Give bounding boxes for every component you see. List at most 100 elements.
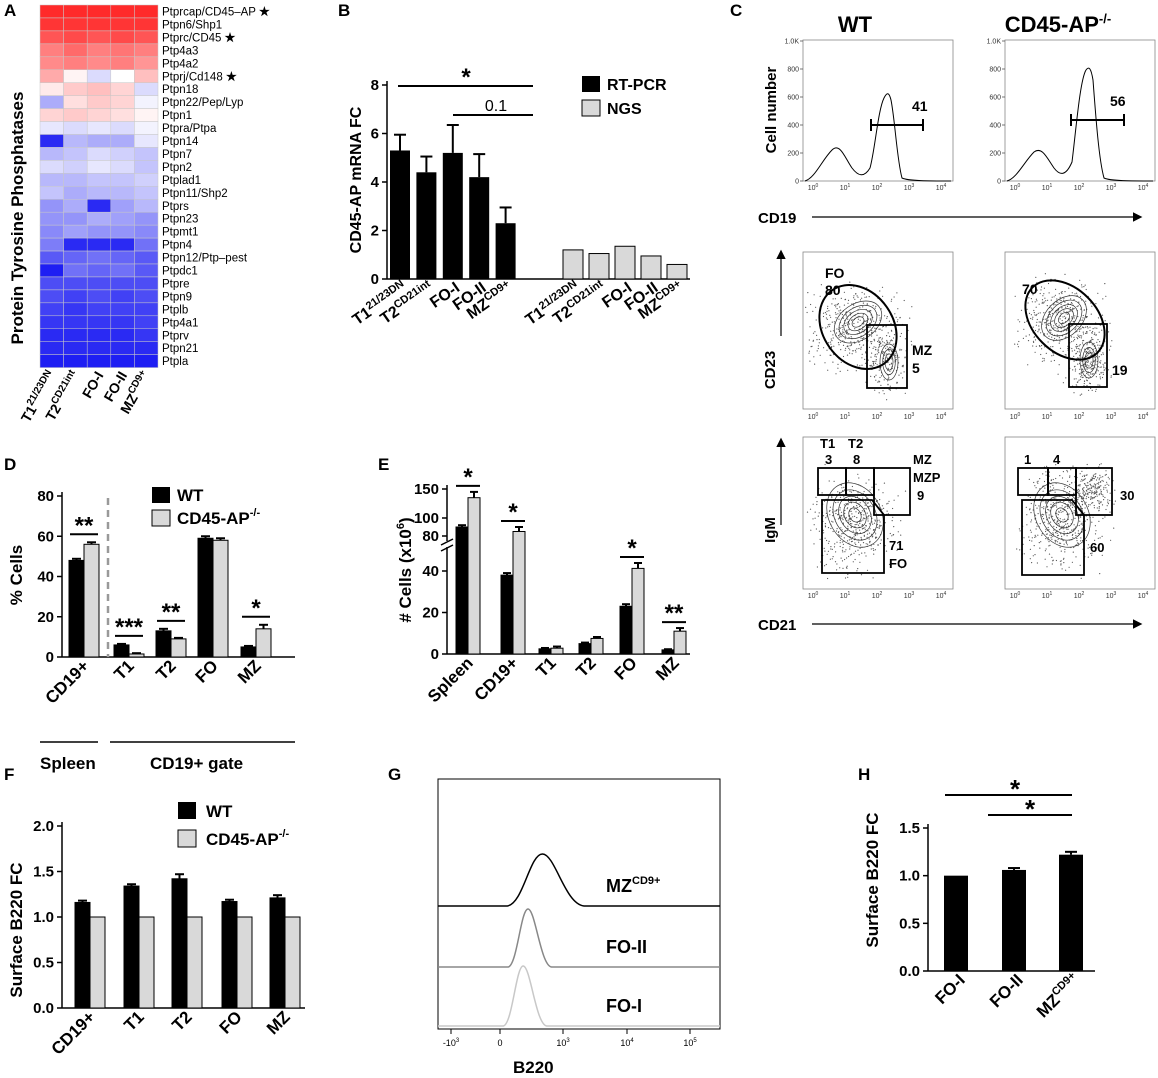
flow-event-dot [1055, 304, 1057, 306]
flow-event-dot [1053, 487, 1055, 489]
flow-event-dot [867, 518, 869, 520]
flow-event-dot [1077, 316, 1079, 318]
flow-event-dot [1059, 347, 1062, 349]
flow-event-dot [1071, 504, 1073, 506]
flow-event-dot [1106, 481, 1108, 483]
flow-event-dot [1032, 294, 1034, 296]
flow-event-dot [839, 567, 841, 569]
flow-event-dot [1032, 345, 1034, 347]
flow-event-dot [864, 504, 866, 506]
flow-event-dot [830, 343, 832, 345]
heatmap-cell [134, 199, 159, 213]
flow-event-dot [1082, 340, 1084, 342]
flow-event-dot [1040, 353, 1042, 356]
flow-event-dot [817, 345, 820, 347]
heatmap-row-label: Ptplad1 [162, 175, 201, 187]
flow-event-dot [1059, 299, 1061, 301]
flow-event-dot [850, 517, 852, 519]
flow-event-dot [846, 354, 849, 356]
flow-event-dot [859, 561, 861, 563]
flow-event-dot [1083, 380, 1086, 382]
flow-event-dot [1097, 366, 1099, 368]
flow-event-dot [865, 543, 867, 545]
flow-event-dot [1059, 518, 1061, 520]
h-category-label: FO-I [931, 970, 968, 1007]
flow-event-dot [1099, 384, 1101, 386]
flow-event-dot [1076, 489, 1078, 491]
flow-r1-wt-value: 41 [912, 98, 928, 114]
flow-event-dot [874, 355, 876, 357]
flow-event-dot [1084, 494, 1086, 496]
flow-event-dot [851, 513, 853, 515]
flow-event-dot [1095, 376, 1097, 378]
flow-event-dot [1069, 309, 1071, 311]
flow-event-dot [1031, 537, 1033, 539]
flow-event-dot [1083, 339, 1085, 342]
flow-event-dot [880, 343, 882, 345]
b-sig-star: * [461, 64, 471, 91]
g-xtick-label: 104 [620, 1038, 634, 1048]
flow-event-dot [858, 330, 860, 333]
flow-event-dot [1048, 545, 1050, 547]
flow-event-dot [1076, 294, 1078, 296]
flow-event-dot [1027, 340, 1030, 342]
flow-event-dot [892, 349, 894, 351]
flow-event-dot [853, 506, 855, 508]
flow-event-dot [1095, 303, 1097, 305]
panel-b-chart: CD45-AP mRNA FC 02468T121/23DNT2CD21intF… [348, 64, 690, 329]
flow-event-dot [835, 304, 837, 306]
flow-event-dot [872, 529, 875, 531]
flow-event-dot [1082, 333, 1085, 335]
flow-event-dot [1099, 464, 1101, 466]
flow-event-dot [1094, 488, 1096, 490]
flow-event-dot [1100, 354, 1102, 356]
flow-event-dot [1054, 504, 1056, 507]
heatmap-cell [39, 199, 64, 213]
flow-event-dot [1101, 376, 1104, 379]
flow-log-tick: 101 [1042, 183, 1053, 192]
flow-event-dot [1114, 489, 1116, 491]
g-xtick-label: 103 [556, 1038, 570, 1048]
flow-event-dot [865, 508, 867, 510]
flow-event-dot [1060, 312, 1062, 314]
d-category-label: T1 [110, 656, 137, 683]
flow-event-dot [1096, 491, 1098, 493]
flow-event-dot [1090, 478, 1092, 480]
heatmap-cell [110, 82, 135, 96]
flow-event-dot [806, 511, 809, 513]
flow-event-dot [1070, 469, 1072, 471]
flow-event-dot [1087, 361, 1089, 363]
flow-event-dot [868, 523, 871, 525]
flow-event-dot [1080, 516, 1082, 518]
flow-event-dot [1068, 566, 1070, 568]
flow-event-dot [847, 507, 849, 509]
flow-event-dot [853, 286, 855, 288]
h-ytick-label: 0.0 [899, 963, 920, 980]
flow-event-dot [1081, 470, 1083, 472]
flow-event-dot [902, 365, 904, 367]
flow-event-dot [1041, 301, 1043, 303]
flow-event-dot [841, 549, 844, 551]
flow-event-dot [1045, 300, 1047, 302]
flow-event-dot [889, 532, 891, 535]
flow-event-dot [1046, 465, 1048, 467]
flow-event-dot [1067, 497, 1069, 499]
flow-event-dot [886, 399, 888, 401]
heatmap-cell [86, 173, 112, 187]
flow-event-dot [842, 331, 844, 333]
heatmap-cell [110, 302, 135, 317]
flow-event-dot [1057, 309, 1060, 311]
flow-event-dot [859, 505, 861, 507]
flow-event-dot [847, 527, 849, 529]
flow-event-dot [1047, 299, 1049, 301]
flow-event-dot [1093, 504, 1095, 507]
flow-event-dot [876, 364, 878, 366]
flow-event-dot [1106, 483, 1108, 485]
flow-event-dot [1105, 295, 1107, 297]
heatmap-cell [86, 250, 112, 265]
flow-event-dot [844, 349, 846, 351]
flow-event-dot [869, 365, 871, 367]
heatmap-cell [39, 56, 64, 70]
heatmap-row-label: Ptpn12/Ptp–pest [162, 253, 248, 265]
flow-event-dot [864, 362, 867, 364]
